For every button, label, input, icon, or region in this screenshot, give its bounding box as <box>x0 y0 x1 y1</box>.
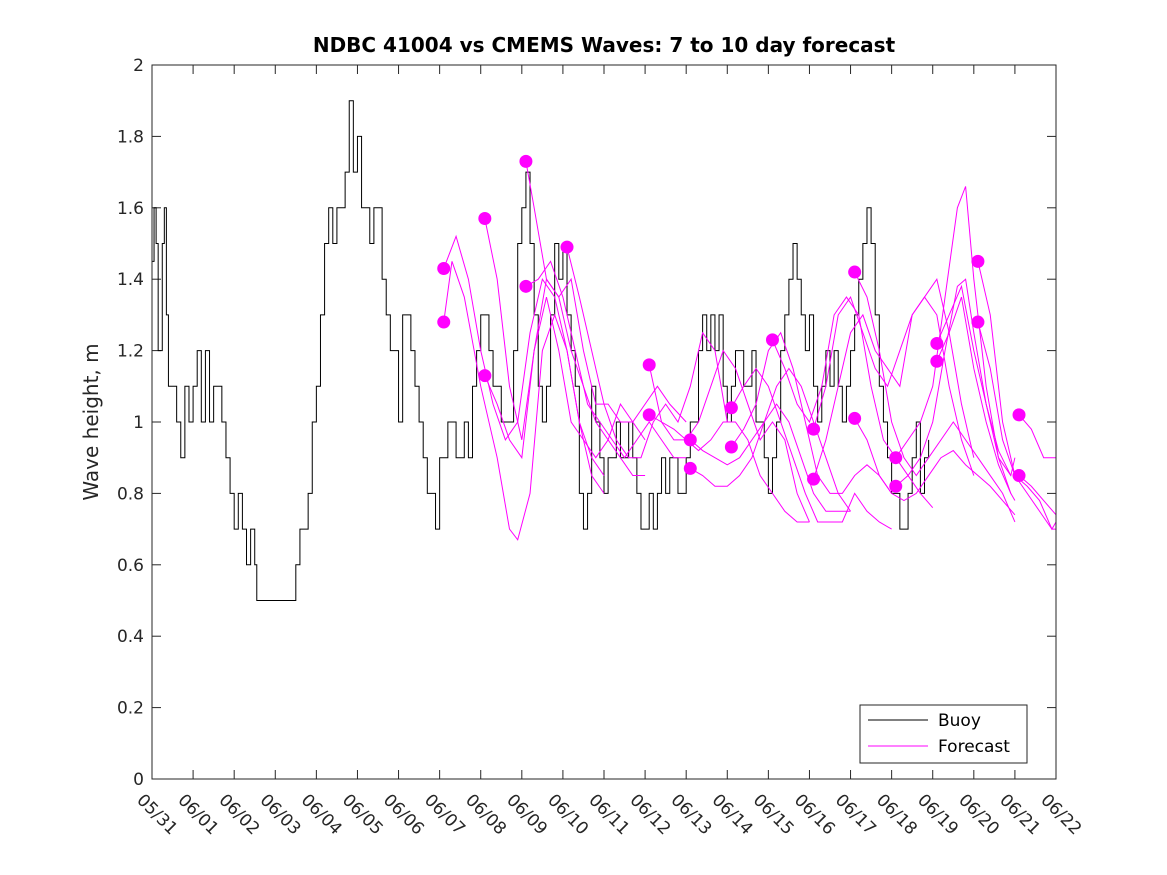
forecast-run-line <box>648 349 810 523</box>
x-tick-label: 06/02 <box>215 790 264 839</box>
forecast-run-line <box>895 278 1016 501</box>
forecast-start-point <box>724 401 738 415</box>
forecast-start-point <box>724 440 738 454</box>
forecast-start-point <box>437 261 451 275</box>
forecast-run-line <box>443 261 605 541</box>
forecast-run-line <box>689 403 851 512</box>
forecast-run-line <box>772 296 934 509</box>
forecast-start-point <box>437 315 451 329</box>
forecast-start-point <box>560 240 574 254</box>
forecast-start-point <box>478 212 492 226</box>
forecast-start-point <box>930 336 944 350</box>
forecast-run-line <box>730 367 892 530</box>
x-tick-label: 06/21 <box>995 790 1044 839</box>
forecast-run-line <box>566 246 728 459</box>
x-tick-label: 06/22 <box>1036 790 1085 839</box>
y-tick-label: 0.4 <box>117 627 144 647</box>
y-tick-label: 1.4 <box>117 270 144 290</box>
y-tick-label: 0.6 <box>117 556 144 576</box>
forecast-start-point <box>519 279 533 293</box>
forecast-run-line <box>648 414 810 523</box>
x-tick-label: 06/20 <box>954 790 1003 839</box>
forecast-start-point <box>930 354 944 368</box>
y-tick-label: 1 <box>133 413 144 433</box>
forecast-start-point <box>971 254 985 268</box>
x-tick-label: 06/11 <box>584 790 633 839</box>
forecast-start-point <box>642 408 656 422</box>
y-tick-label: 0.8 <box>117 484 144 504</box>
legend-forecast-label: Forecast <box>938 737 1010 757</box>
x-tick-label: 06/13 <box>667 790 716 839</box>
forecast-run-line <box>936 296 1012 494</box>
y-axis: 0 0.2 0.4 0.6 0.8 1 1.2 1.4 1.6 1.8 2 <box>117 56 1056 790</box>
forecast-run-line <box>813 295 975 476</box>
x-tick-label: 06/01 <box>174 790 223 839</box>
plot-frame <box>151 64 1057 780</box>
x-tick-label: 06/19 <box>913 790 962 839</box>
forecast-run-line <box>525 161 687 423</box>
legend-buoy-label: Buoy <box>938 711 981 731</box>
forecast-run-line <box>1018 414 1056 459</box>
x-tick-label: 06/17 <box>831 790 880 839</box>
y-tick-label: 1.2 <box>117 342 144 362</box>
x-tick-label: 06/14 <box>708 790 757 839</box>
x-tick-label: 06/04 <box>297 790 346 839</box>
forecast-start-point <box>807 472 821 486</box>
forecast-start-point <box>1012 408 1026 422</box>
forecast-start-point <box>519 154 533 168</box>
x-tick-label: 06/15 <box>749 790 798 839</box>
forecast-start-point <box>971 315 985 329</box>
forecast-start-point <box>848 411 862 425</box>
forecast-run-line <box>854 418 1016 516</box>
series-layer <box>152 100 1057 601</box>
x-tick-label: 06/05 <box>338 790 387 839</box>
forecast-start-point <box>683 433 697 447</box>
forecast-run-line <box>525 260 687 459</box>
forecast-start-point <box>1012 469 1026 483</box>
forecast-start-point <box>683 461 697 475</box>
x-tick-label: 06/06 <box>379 790 428 839</box>
x-tick-label: 06/09 <box>502 790 551 839</box>
plot-background <box>152 65 1056 779</box>
x-tick-label: 06/12 <box>626 790 675 839</box>
forecast-run-line <box>690 367 851 512</box>
x-tick-label: 06/08 <box>461 790 510 839</box>
forecast-run-line <box>854 271 1016 523</box>
x-tick-label: 06/10 <box>543 790 592 839</box>
forecast-run-line <box>484 277 646 460</box>
legend-box <box>859 704 1028 764</box>
y-tick-label: 0 <box>133 770 144 790</box>
y-tick-label: 1.8 <box>117 127 144 147</box>
forecast-start-point <box>889 479 903 493</box>
forecast-run-line <box>895 186 1016 477</box>
chart-title: NDBC 41004 vs CMEMS Waves: 7 to 10 day f… <box>313 33 896 57</box>
forecast-start-point <box>807 422 821 436</box>
x-tick-label: 06/18 <box>872 790 921 839</box>
y-axis-label: Wave height, m <box>79 343 103 500</box>
x-tick-label: 06/16 <box>790 790 839 839</box>
forecast-run-line <box>977 321 1056 530</box>
forecast-start-point <box>642 358 656 372</box>
forecast-run-line <box>813 277 975 480</box>
forecast-run-line <box>730 331 893 494</box>
x-tick-label: 05/31 <box>132 790 181 839</box>
forecast-run-line <box>484 218 646 477</box>
y-tick-label: 1.6 <box>117 199 144 219</box>
forecast-start-point <box>478 369 492 383</box>
x-tick-label: 06/07 <box>420 790 469 839</box>
y-tick-label: 0.2 <box>117 699 144 719</box>
legend: Buoy Forecast <box>859 704 1028 764</box>
forecast-run-line <box>936 284 1012 476</box>
forecast-start-point <box>765 333 779 347</box>
buoy-series-line <box>152 100 930 601</box>
forecast-start-point <box>889 451 903 465</box>
x-tick-label: 06/03 <box>256 790 305 839</box>
y-tick-label: 2 <box>133 56 144 76</box>
forecast-run-line <box>1018 475 1057 516</box>
forecast-start-point <box>848 265 862 279</box>
